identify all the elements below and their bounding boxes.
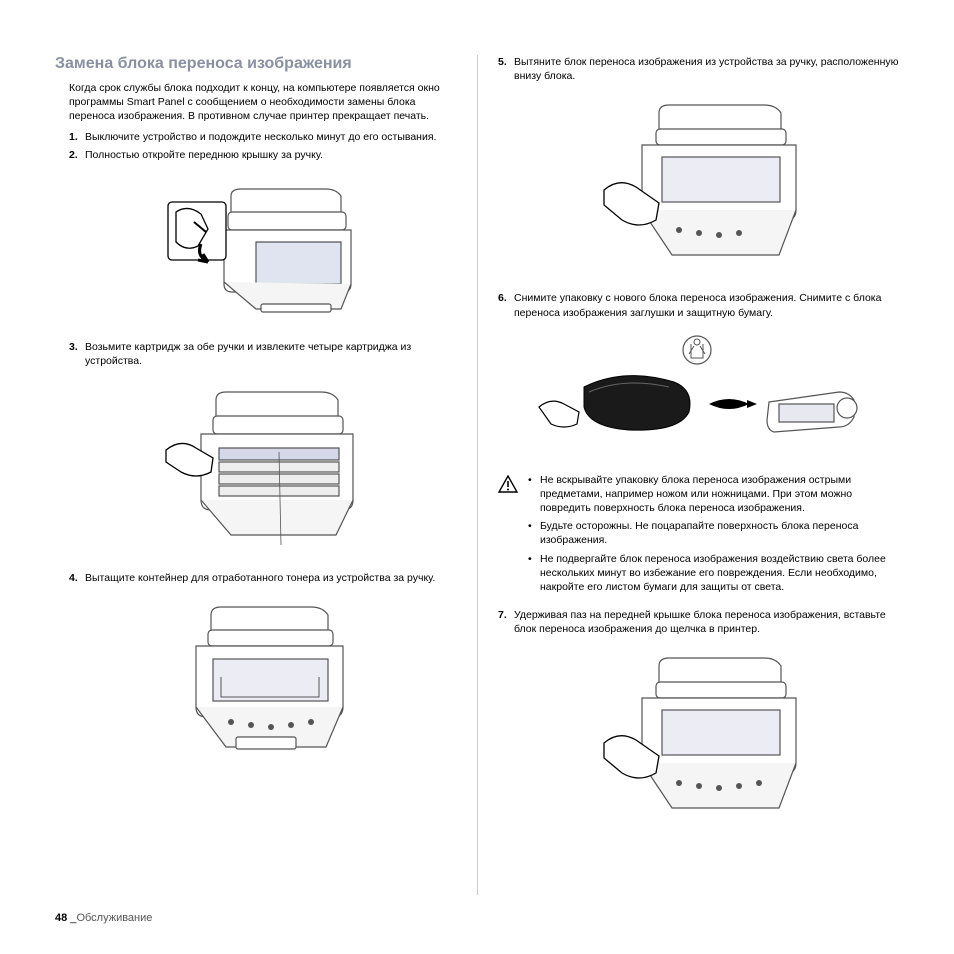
step-text: Вытащите контейнер для отработанного тон… [85, 571, 457, 585]
intro-paragraph: Когда срок службы блока подходит к концу… [69, 81, 457, 124]
step-text: Возьмите картридж за обе ручки и извлеки… [85, 340, 457, 368]
step-number: 4. [69, 571, 85, 585]
step-number: 2. [69, 148, 85, 162]
page-content: Замена блока переноса изображения Когда … [55, 55, 899, 895]
step-number: 7. [498, 608, 514, 636]
warning-list: Не вскрывайте упаковку блока переноса из… [528, 473, 899, 598]
step-2: 2. Полностью откройте переднюю крышку за… [69, 148, 457, 162]
step-5: 5. Вытяните блок переноса изображения из… [498, 55, 899, 83]
warning-item: Будьте осторожны. Не поцарапайте поверхн… [528, 519, 899, 547]
step-6: 6. Снимите упаковку с нового блока перен… [498, 291, 899, 319]
figure-step-7 [498, 648, 899, 828]
warning-icon [498, 473, 528, 598]
step-text: Удерживая паз на передней крышке блока п… [514, 608, 899, 636]
step-text: Снимите упаковку с нового блока переноса… [514, 291, 899, 319]
printer-remove-cartridge-illustration [141, 380, 371, 550]
page-footer: 48 _Обслуживание [55, 912, 152, 924]
section-title: Замена блока переноса изображения [55, 55, 457, 73]
step-text: Вытяните блок переноса изображения из ус… [514, 55, 899, 83]
step-number: 3. [69, 340, 85, 368]
step-number: 1. [69, 130, 85, 144]
figure-step-5 [498, 95, 899, 275]
step-3: 3. Возьмите картридж за обе ручки и извл… [69, 340, 457, 368]
step-text: Выключите устройство и подождите несколь… [85, 130, 457, 144]
printer-open-cover-illustration [146, 174, 366, 319]
step-4: 4. Вытащите контейнер для отработанного … [69, 571, 457, 585]
printer-pull-imaging-unit-illustration [584, 95, 814, 270]
warning-item: Не подвергайте блок переноса изображения… [528, 552, 899, 595]
left-column: Замена блока переноса изображения Когда … [55, 55, 477, 895]
printer-insert-imaging-unit-illustration [584, 648, 814, 823]
figure-step-3 [55, 380, 457, 555]
warning-item: Не вскрывайте упаковку блока переноса из… [528, 473, 899, 516]
unpack-imaging-unit-illustration [529, 332, 869, 452]
step-7: 7. Удерживая паз на передней крышке блок… [498, 608, 899, 636]
step-text: Полностью откройте переднюю крышку за ру… [85, 148, 457, 162]
step-1: 1. Выключите устройство и подождите неск… [69, 130, 457, 144]
page-number: 48 [55, 912, 67, 924]
figure-step-2 [55, 174, 457, 324]
step-number: 5. [498, 55, 514, 83]
warning-block: Не вскрывайте упаковку блока переноса из… [498, 473, 899, 598]
figure-step-6 [498, 332, 899, 457]
figure-step-4 [55, 597, 457, 767]
step-number: 6. [498, 291, 514, 319]
printer-remove-waste-toner-illustration [151, 597, 361, 762]
footer-section-name: Обслуживание [76, 912, 152, 924]
right-column: 5. Вытяните блок переноса изображения из… [477, 55, 899, 895]
